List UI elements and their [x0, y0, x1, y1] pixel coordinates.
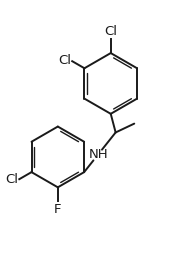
Text: Cl: Cl [104, 25, 117, 38]
Text: F: F [54, 203, 62, 216]
Text: Cl: Cl [58, 54, 71, 67]
Text: Cl: Cl [5, 173, 18, 186]
Text: NH: NH [89, 148, 108, 161]
